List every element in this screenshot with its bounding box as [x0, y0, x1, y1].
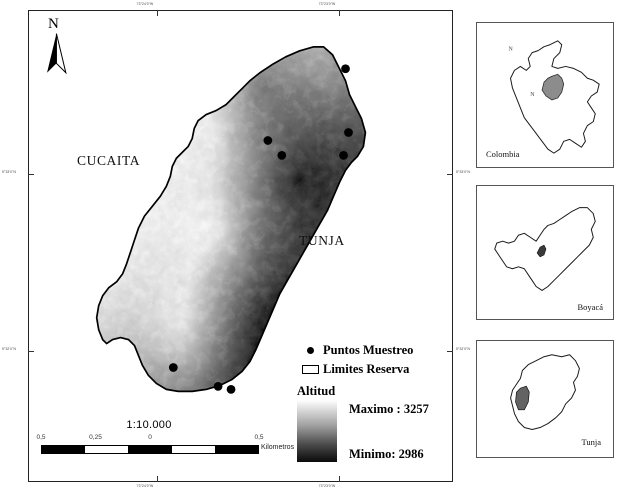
sample-point [341, 64, 350, 74]
reserve-highlight [536, 244, 547, 258]
tunja-outline [510, 354, 580, 430]
scale-bar-numbers: 0,5 0,25 0 0,5 [36, 434, 291, 445]
reserve-boundary [95, 46, 367, 393]
elevation-color-ramp: Maximo : 3257 Minimo: 2986 [297, 400, 447, 462]
legend-item-limites-reserva: Limites Reserva [297, 360, 447, 379]
sample-point [263, 136, 273, 145]
graticule-label-bottom-2: 73°23'0"W [318, 484, 336, 488]
graticule-tick-right-2 [447, 351, 453, 352]
place-label-tunja: TUNJA [299, 233, 345, 248]
main-map-frame: N CUCAITA TUNJA Puntos Muestreo Limites … [28, 10, 453, 482]
inset-label-tunja: Tunja [581, 437, 601, 447]
graticule-label-left-2: 5°32'0"N [2, 347, 16, 351]
sample-point [344, 128, 353, 137]
graticule-label-bottom-1: 73°24'0"W [136, 484, 154, 488]
sample-point [213, 382, 223, 391]
svg-text:N: N [509, 47, 514, 53]
elevation-raster-map [95, 46, 367, 394]
graticule-label-right-2: 5°32'0"N [456, 347, 470, 351]
inset-label-boyaca: Boyacá [577, 302, 604, 312]
scale-ratio-label: 1:10.000 [126, 419, 172, 431]
scale-bar-number-1: 0,5 [36, 434, 46, 441]
scale-bar-number-4: 0,5 [254, 434, 264, 441]
reserve-highlight [515, 385, 530, 411]
scale-bar-segment-1 [42, 446, 86, 453]
north-arrow: N [41, 17, 75, 91]
legend-label-limites-reserva: Limites Reserva [323, 362, 410, 376]
scale-bar-segment-2 [85, 446, 129, 453]
sample-point [339, 151, 348, 160]
graticule-label-left-1: 5°33'0"N [2, 170, 16, 174]
graticule-tick-top-2 [339, 10, 340, 16]
legend-label-puntos-muestreo: Puntos Muestreo [323, 343, 414, 357]
inset-label-colombia: Colombia [486, 149, 520, 159]
scale-bar: 1:10.000 0,5 0,25 0 0,5 Kilometros [36, 419, 295, 454]
inset-map-tunja: Tunja [476, 340, 614, 458]
scale-bar-segment-5 [214, 446, 259, 453]
scale-bar-segment-3 [128, 446, 172, 453]
sample-point-icon [297, 347, 323, 354]
inset-map-boyaca: Boyacá [476, 185, 614, 320]
map-legend: Puntos Muestreo Limites Reserva Altitud … [297, 341, 447, 462]
place-label-cucaita: CUCAITA [77, 153, 141, 168]
elevation-max-label: Maximo : 3257 [349, 402, 429, 416]
elevation-ramp-swatch [297, 400, 337, 462]
scale-unit-label: Kilometros [261, 444, 295, 451]
graticule-tick-bottom-1 [157, 476, 158, 482]
inset-map-colombia: N N Colombia [476, 22, 614, 168]
scale-bar-number-2: 0,25 [89, 434, 102, 441]
scale-bar-graphic [41, 445, 259, 454]
scale-bar-segment-4 [171, 446, 215, 453]
scale-bar-number-3: 0 [148, 434, 152, 441]
sample-point [226, 385, 236, 394]
boyaca-highlight [541, 73, 565, 101]
legend-item-puntos-muestreo: Puntos Muestreo [297, 341, 447, 360]
graticule-tick-left-1 [28, 174, 34, 175]
north-letter: N [48, 16, 59, 32]
sample-point [168, 363, 178, 372]
graticule-tick-bottom-2 [339, 476, 340, 482]
graticule-tick-top-1 [157, 10, 158, 16]
sample-points-layer [168, 64, 353, 394]
graticule-label-top-1: 73°24'0"W [136, 2, 154, 6]
graticule-label-top-2: 73°23'0"W [318, 2, 336, 6]
sample-point [277, 151, 287, 160]
reserve-boundary-icon [297, 365, 323, 374]
svg-text:N: N [530, 92, 535, 98]
graticule-tick-right-1 [447, 174, 453, 175]
elevation-min-label: Minimo: 2986 [349, 447, 424, 461]
graticule-tick-left-2 [28, 351, 34, 352]
legend-altitud-title: Altitud [297, 384, 336, 398]
graticule-label-right-1: 5°33'0"N [456, 170, 470, 174]
